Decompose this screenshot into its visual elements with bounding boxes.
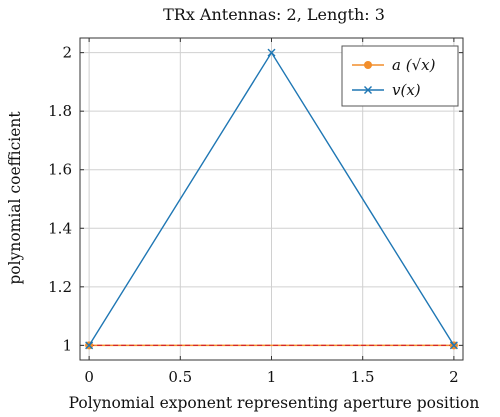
y-tick-label: 1.4	[48, 219, 72, 237]
y-tick-label: 1	[62, 336, 72, 354]
x-tick-label: 1.5	[351, 368, 375, 386]
y-tick-label: 1.6	[48, 161, 72, 179]
chart-title: TRx Antennas: 2, Length: 3	[163, 5, 385, 24]
legend-swatch-marker-v	[364, 86, 372, 94]
marker-stroke	[449, 341, 458, 350]
x-axis-label: Polynomial exponent representing apertur…	[69, 394, 480, 412]
legend: a (√x) v(x)	[341, 45, 459, 107]
y-axis-label: polynomial coefficient	[6, 111, 24, 285]
series-point-1	[267, 48, 276, 57]
series-point-1	[85, 341, 94, 350]
legend-label-a: a (√x)	[392, 56, 436, 74]
y-tick-label: 1.2	[48, 278, 72, 296]
series-point-1	[449, 341, 458, 350]
x-tick-label: 0.5	[168, 368, 192, 386]
tick-layer: 0 0.5 1 1.5 2 1 1.2 1.4 1.6 1.8 2	[48, 38, 463, 386]
marker-stroke	[85, 341, 94, 350]
x-tick-label: 0	[84, 368, 94, 386]
series-layer	[85, 48, 458, 350]
marker-stroke	[267, 48, 276, 57]
x-tick-label: 2	[449, 368, 459, 386]
legend-label-v: v(x)	[392, 81, 421, 99]
legend-box	[341, 45, 459, 107]
y-tick-label: 2	[62, 44, 72, 62]
legend-swatch-marker-a	[364, 61, 372, 69]
x-tick-label: 1	[267, 368, 277, 386]
y-tick-label: 1.8	[48, 102, 72, 120]
